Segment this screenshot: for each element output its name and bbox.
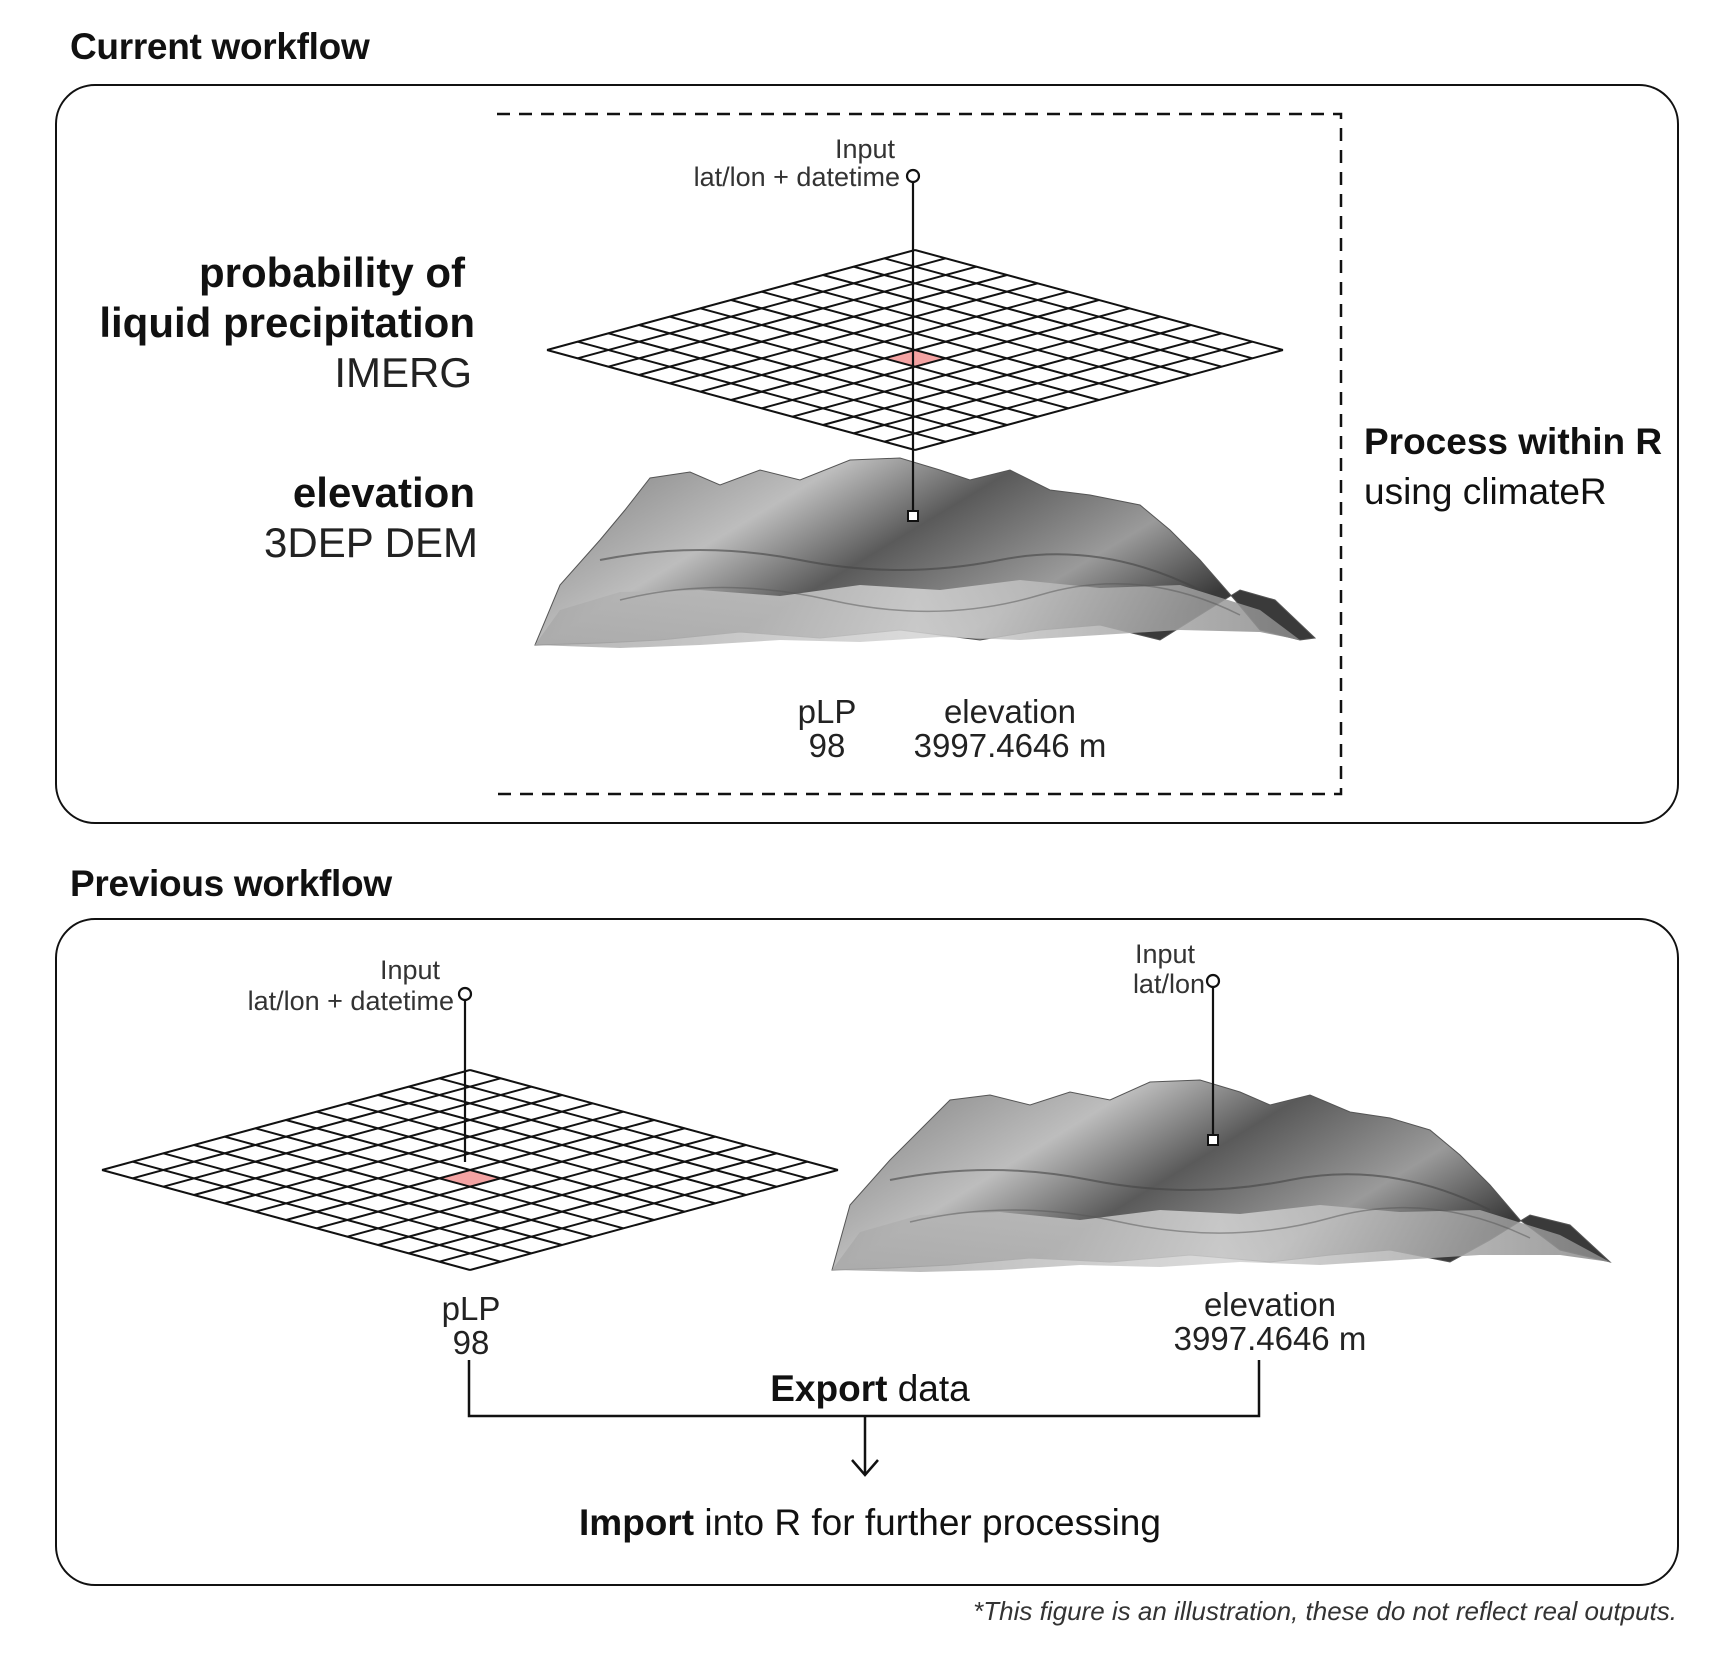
previous-grid — [101, 1069, 839, 1271]
previous-terrain-image — [831, 1079, 1612, 1272]
grid-line — [546, 349, 916, 451]
current-elevation-out-label: elevation — [943, 693, 1077, 730]
import-arrow-head — [851, 1459, 879, 1477]
import-rest: into R for further processing — [694, 1502, 1161, 1543]
grid-line — [469, 1169, 839, 1271]
previous-plp-value: 98 — [452, 1324, 490, 1361]
precip-source: IMERG — [334, 349, 472, 396]
precip-label-line1: probability of — [199, 249, 465, 296]
previous-terrain-sample-point — [1207, 1134, 1219, 1146]
current-plp-label: pLP — [797, 693, 857, 730]
grid-line — [608, 332, 977, 435]
process-sub-label: using climateR — [1364, 471, 1607, 512]
current-terrain-sample-point — [907, 510, 919, 522]
elevation-label: elevation — [292, 469, 475, 516]
highlighted-grid-cell — [439, 1170, 501, 1187]
highlighted-grid-cell — [884, 350, 946, 367]
precip-label-line2: liquid precipitation — [99, 299, 475, 346]
footnote: *This figure is an illustration, these d… — [973, 1596, 1677, 1626]
previous-elevation-out-value: 3997.4646 m — [1173, 1320, 1367, 1357]
current-input-sub: lat/lon + datetime — [693, 162, 900, 192]
previous-input2-sub: lat/lon — [1132, 969, 1205, 999]
grid-line — [101, 1169, 471, 1271]
export-rest: data — [887, 1368, 970, 1409]
current-grid — [546, 249, 1284, 451]
import-bold: Import — [579, 1502, 695, 1543]
export-bracket — [467, 1360, 1261, 1418]
previous-input2-pin-head — [1205, 973, 1221, 989]
grid-line — [163, 1152, 532, 1255]
grid-line — [914, 349, 1284, 451]
current-workflow-panel — [55, 84, 1679, 824]
current-plp-value: 98 — [808, 727, 846, 764]
grid-line — [132, 1160, 501, 1263]
current-elevation-out-value: 3997.4646 m — [913, 727, 1107, 764]
current-input-label: Input — [834, 134, 896, 164]
elevation-source: 3DEP DEM — [264, 519, 478, 566]
previous-input1-label: Input — [379, 955, 441, 985]
process-within-r-label: Process within R — [1364, 421, 1663, 462]
current-workflow-title: Current workflow — [70, 26, 370, 67]
export-data-label: Export data — [620, 1368, 1120, 1410]
export-bold: Export — [770, 1368, 888, 1409]
process-dashed-box — [497, 112, 1343, 796]
grid-line — [884, 340, 1253, 443]
import-label: Import into R for further processing — [470, 1502, 1270, 1544]
current-terrain-image — [534, 457, 1317, 648]
previous-input2-label: Input — [1134, 939, 1196, 969]
current-input-pin-head — [905, 168, 921, 184]
previous-workflow-panel — [55, 918, 1679, 1586]
previous-elevation-out-label: elevation — [1203, 1286, 1337, 1323]
grid-line — [577, 340, 946, 443]
previous-workflow-title: Previous workflow — [70, 863, 392, 904]
previous-plp-label: pLP — [441, 1290, 501, 1327]
previous-input1-sub: lat/lon + datetime — [247, 986, 454, 1016]
previous-input1-pin-head — [457, 986, 473, 1002]
grid-line — [439, 1160, 808, 1263]
